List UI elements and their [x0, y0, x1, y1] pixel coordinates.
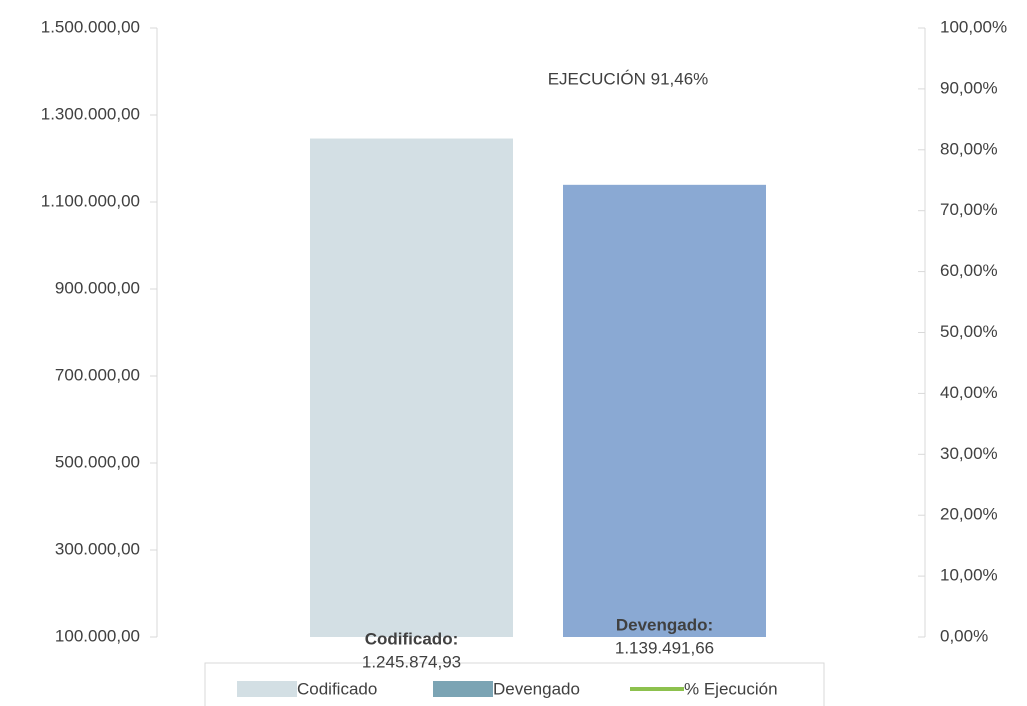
y2-tick-label: 50,00%: [940, 322, 998, 341]
legend-swatch: [433, 681, 493, 697]
y2-tick-label: 0,00%: [940, 626, 988, 645]
data-label-category: Codificado:: [365, 629, 459, 648]
y-tick-label: 300.000,00: [55, 539, 140, 558]
data-label-category: Devengado:: [616, 615, 713, 634]
y2-tick-label: 70,00%: [940, 200, 998, 219]
legend-box: [204, 662, 825, 706]
y-tick-label: 700.000,00: [55, 365, 140, 384]
y-tick-label: 900.000,00: [55, 278, 140, 297]
bar: [310, 138, 513, 637]
y2-tick-label: 20,00%: [940, 505, 998, 524]
data-label-value: 1.245.874,93: [362, 652, 461, 671]
y2-tick-label: 30,00%: [940, 444, 998, 463]
y2-tick-label: 100,00%: [940, 17, 1007, 36]
y2-tick-label: 40,00%: [940, 383, 998, 402]
y2-tick-label: 90,00%: [940, 78, 998, 97]
annotation: EJECUCIÓN 91,46%: [548, 69, 709, 88]
y-tick-label: 1.100.000,00: [41, 191, 140, 210]
legend-label: Codificado: [297, 679, 377, 698]
data-label-value: 1.139.491,66: [615, 638, 714, 657]
y-tick-label: 1.500.000,00: [41, 17, 140, 36]
legend-label: Devengado: [493, 679, 580, 698]
y2-tick-label: 60,00%: [940, 261, 998, 280]
legend-label: % Ejecución: [684, 679, 778, 698]
y2-tick-label: 10,00%: [940, 566, 998, 585]
y-tick-label: 100.000,00: [55, 626, 140, 645]
y2-tick-label: 80,00%: [940, 139, 998, 158]
y-tick-label: 1.300.000,00: [41, 104, 140, 123]
bar: [563, 184, 766, 638]
legend-swatch: [237, 681, 297, 697]
y-tick-label: 500.000,00: [55, 452, 140, 471]
